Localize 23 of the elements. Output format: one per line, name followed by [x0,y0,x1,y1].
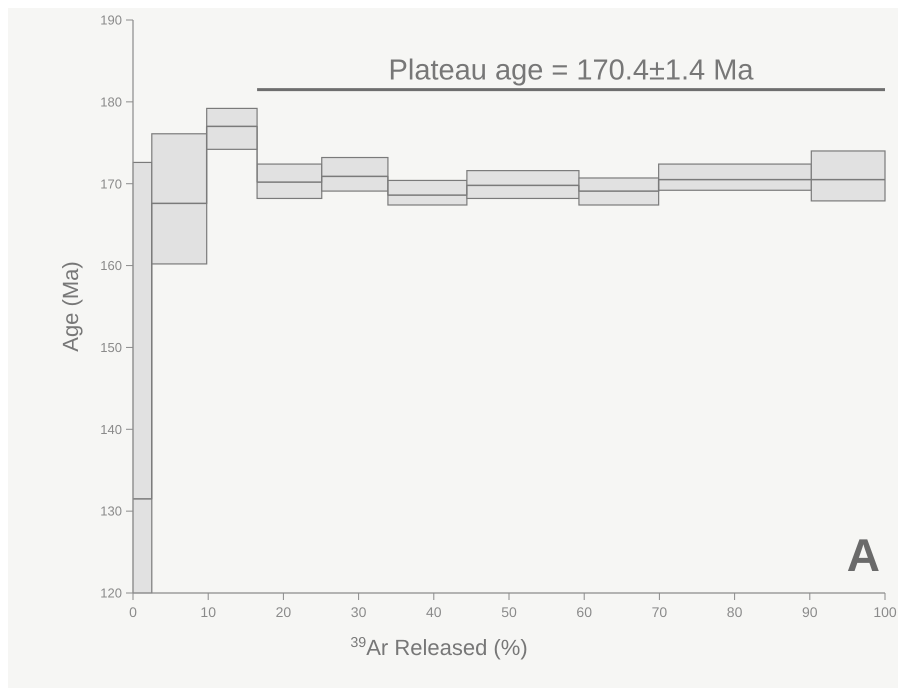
x-tick-label: 30 [350,604,367,620]
x-tick-label: 80 [726,604,743,620]
x-tick-label: 70 [652,604,668,620]
x-tick-label: 60 [576,604,592,620]
y-tick-label: 140 [100,422,122,437]
x-tick-label: 100 [873,604,897,620]
x-tick-label: 10 [200,604,216,620]
x-tick-label: 50 [501,604,517,620]
y-tick-label: 120 [100,586,122,601]
y-tick-label: 160 [100,258,122,274]
y-tick-label: 130 [100,504,122,519]
x-tick-label: 90 [802,604,818,620]
y-tick-label: 190 [100,12,122,28]
x-tick-label: 20 [276,604,292,620]
annotation: Plateau age = 170.4±1.4 Ma [388,54,754,87]
y-axis-title: Age (Ma) [58,261,83,352]
x-tick-label: 40 [426,604,442,620]
y-tick-label: 170 [100,176,122,192]
x-axis-title: $^{39}$Ar Released (%) [350,635,528,660]
y-tick-label: 150 [100,340,122,355]
y-tick-label: 180 [100,94,122,110]
x-tick-label: 0 [129,604,138,620]
annotation: A [846,529,880,581]
